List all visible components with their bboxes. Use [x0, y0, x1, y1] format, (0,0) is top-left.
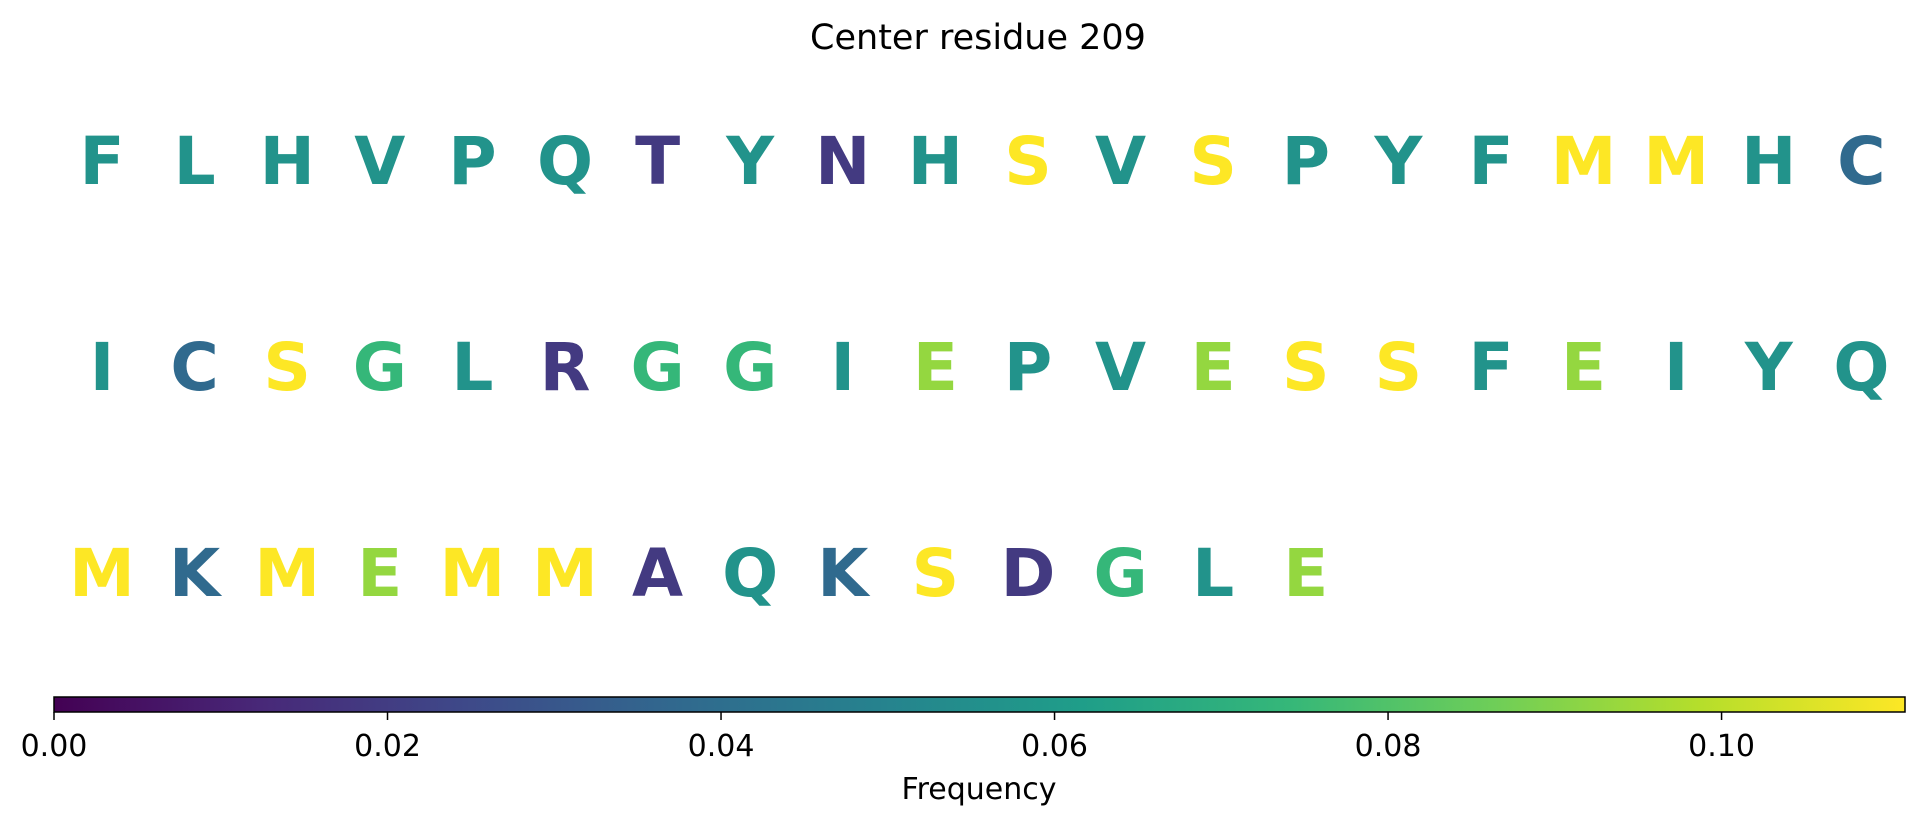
colorbar-frame — [53, 696, 1906, 713]
residue-letter: M — [69, 535, 135, 612]
residue-letter: A — [632, 535, 683, 612]
residue-letter: I — [90, 329, 115, 406]
residue-letter: F — [1468, 123, 1513, 200]
residue-letter: E — [1191, 329, 1236, 406]
residue-letter: E — [1283, 535, 1328, 612]
residue-letter: G — [1094, 535, 1148, 612]
residue-letter: T — [635, 123, 680, 200]
residue-letter: Y — [1374, 123, 1424, 200]
colorbar-tick-label: 0.06 — [1021, 729, 1088, 764]
colorbar: 0.00 0.02 0.04 0.06 0.08 0.10 Frequency — [21, 696, 1906, 807]
colorbar-label: Frequency — [902, 772, 1057, 807]
residue-letter: R — [540, 329, 591, 406]
residue-letter: L — [451, 329, 493, 406]
residue-letter: H — [260, 123, 315, 200]
residue-letter: C — [170, 329, 218, 406]
residue-letter: I — [1664, 329, 1689, 406]
residue-letter: G — [723, 329, 777, 406]
residue-letter: S — [1189, 123, 1237, 200]
residue-letter: F — [79, 123, 124, 200]
residue-letter: I — [831, 329, 856, 406]
residue-letter: F — [1468, 329, 1513, 406]
residue-letter: P — [448, 123, 496, 200]
residue-letter: C — [1837, 123, 1885, 200]
residue-letter: P — [1282, 123, 1330, 200]
residue-letter: M — [254, 535, 320, 612]
residue-letter: G — [353, 329, 407, 406]
residue-letter: V — [1095, 329, 1146, 406]
residue-letter: P — [1004, 329, 1052, 406]
residue-letter: M — [532, 535, 598, 612]
residue-letter: M — [1551, 123, 1617, 200]
residue-letter: G — [631, 329, 685, 406]
colorbar-tick-label: 0.08 — [1355, 729, 1422, 764]
residue-letter: S — [1282, 329, 1330, 406]
residue-letter: N — [815, 123, 870, 200]
colorbar-ticks: 0.00 0.02 0.04 0.06 0.08 0.10 — [21, 712, 1755, 764]
residue-letter: Y — [725, 123, 775, 200]
residue-letter: Q — [1833, 329, 1889, 406]
residue-letter: K — [817, 535, 871, 612]
residue-letter: V — [1095, 123, 1146, 200]
residue-letter: V — [354, 123, 405, 200]
colorbar-tick-label: 0.10 — [1688, 729, 1755, 764]
residue-letter: M — [440, 535, 506, 612]
colorbar-tick-label: 0.02 — [354, 729, 421, 764]
residue-grid: F L H V P Q T Y N H S V S P Y F M M H CI C S G L R G G I E P V E S S F E I Y Q… — [69, 123, 1889, 612]
residue-letter: E — [1561, 329, 1606, 406]
residue-letter: Y — [1744, 329, 1794, 406]
colorbar-tick-label: 0.04 — [688, 729, 755, 764]
residue-letter: S — [1375, 329, 1423, 406]
residue-letter: H — [908, 123, 963, 200]
residue-letter: L — [1192, 535, 1234, 612]
residue-letter: S — [263, 329, 311, 406]
chart-title: Center residue 209 — [810, 18, 1146, 58]
residue-letter: Q — [537, 123, 593, 200]
residue-letter: S — [1004, 123, 1052, 200]
residue-letter: D — [1001, 535, 1056, 612]
colorbar-tick-label: 0.00 — [21, 729, 88, 764]
residue-letter: L — [174, 123, 216, 200]
residue-letter: S — [912, 535, 960, 612]
residue-letter: H — [1741, 123, 1796, 200]
residue-letter: K — [169, 535, 223, 612]
colorbar-gradient — [54, 697, 1905, 712]
residue-letter: M — [1643, 123, 1709, 200]
residue-letter: E — [913, 329, 958, 406]
residue-letter: Q — [722, 535, 778, 612]
residue-letter: E — [357, 535, 402, 612]
